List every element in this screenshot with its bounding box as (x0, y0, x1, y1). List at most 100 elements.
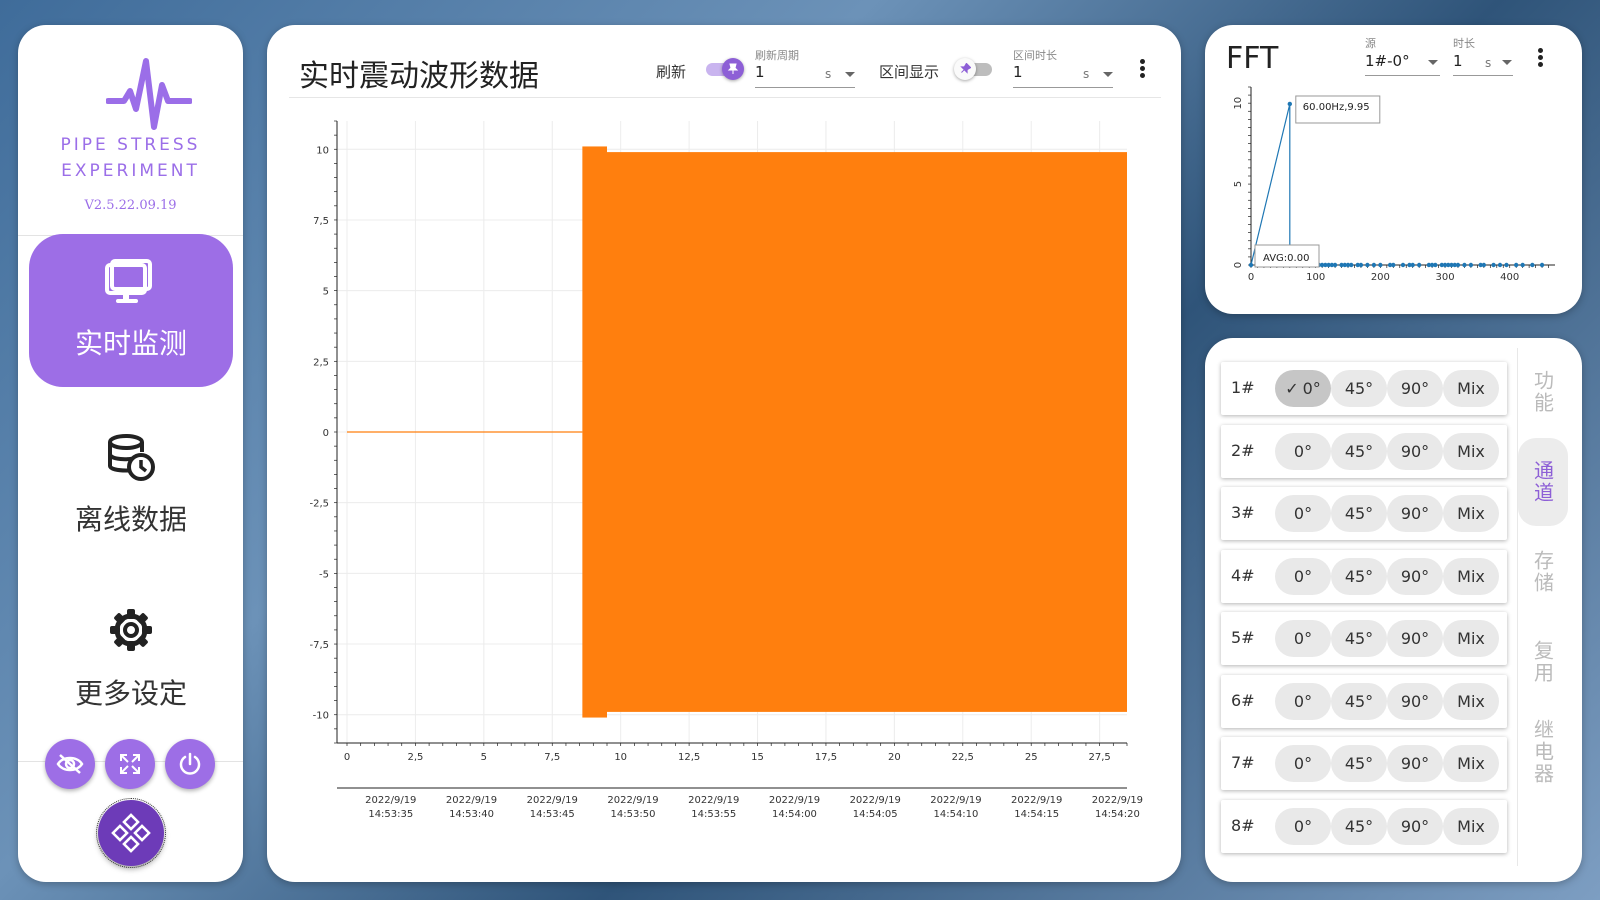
chevron-down-icon[interactable] (1428, 60, 1438, 65)
channel-option-chip[interactable]: Mix (1443, 495, 1499, 532)
channel-option-chip[interactable]: 90° (1387, 620, 1443, 657)
channel-option-chip[interactable]: 0° (1275, 620, 1331, 657)
power-button[interactable] (165, 739, 215, 789)
channel-label: 7# (1231, 753, 1255, 772)
fft-more-menu-icon[interactable] (1537, 47, 1543, 69)
controller-button[interactable] (96, 798, 166, 868)
channel-option-chip[interactable]: ✓ 0° (1275, 370, 1331, 407)
channel-option-chip[interactable]: 90° (1387, 557, 1443, 595)
side-tab[interactable]: 通道 (1518, 438, 1568, 526)
time-axis-date: 2022/9/19 (930, 795, 981, 806)
fft-duration-input[interactable]: 1 (1453, 52, 1463, 70)
channel-option-chip[interactable]: 0° (1275, 682, 1331, 720)
fft-point (1539, 262, 1545, 268)
database-clock-icon (29, 432, 233, 486)
channel-option-chip[interactable]: 0° (1275, 745, 1331, 782)
x-tick-label: 15 (751, 752, 764, 763)
channel-row: 3# 0° 45° 90° Mix (1221, 487, 1507, 540)
chip-label: 45° (1344, 379, 1374, 398)
nav-more-settings[interactable]: 更多设定 (29, 584, 233, 737)
channel-option-chip[interactable]: Mix (1443, 620, 1499, 657)
channel-option-chip[interactable]: Mix (1443, 682, 1499, 720)
channel-option-chip[interactable]: 45° (1331, 620, 1387, 657)
channel-option-chip[interactable]: 45° (1331, 370, 1387, 407)
period-input[interactable]: 1 (755, 63, 765, 81)
period-caption: 刷新周期 (755, 49, 799, 62)
channel-option-chip[interactable]: Mix (1443, 807, 1499, 845)
channel-option-chip[interactable]: Mix (1443, 745, 1499, 782)
chevron-down-icon[interactable] (1502, 60, 1512, 65)
channel-option-chip[interactable]: Mix (1443, 432, 1499, 470)
chevron-down-icon[interactable] (845, 72, 855, 77)
channel-option-chip[interactable]: 0° (1275, 807, 1331, 845)
fft-point (1365, 262, 1370, 268)
chip-label: 90° (1400, 379, 1430, 398)
brand-line-1: PIPE STRESS (60, 135, 201, 155)
time-axis-time: 14:54:05 (853, 809, 898, 820)
range-toggle[interactable] (954, 58, 994, 80)
fullscreen-button[interactable] (105, 739, 155, 789)
channel-option-chip[interactable]: 90° (1387, 745, 1443, 782)
y-tick-label: -10 (313, 711, 329, 722)
side-tab[interactable]: 功能 (1518, 348, 1568, 436)
channel-label: 4# (1231, 565, 1255, 585)
channel-option-chip[interactable]: 45° (1331, 432, 1387, 470)
fft-point (1468, 262, 1474, 268)
channel-option-chip[interactable]: 45° (1331, 807, 1387, 845)
time-axis-time: 14:53:55 (691, 809, 736, 820)
brand-line-2: EXPERIMENT (61, 161, 200, 181)
channel-option-chip[interactable]: 45° (1331, 557, 1387, 595)
y-tick-label: 7,5 (313, 216, 329, 227)
time-axis-time: 14:54:00 (772, 809, 817, 820)
period-underline (755, 87, 855, 88)
side-tab[interactable]: 存储 (1518, 528, 1568, 616)
channel-option-chip[interactable]: 90° (1387, 495, 1443, 532)
fft-x-tick-label: 0 (1248, 272, 1254, 283)
fft-source-select[interactable]: 1#-0° (1365, 52, 1410, 70)
period-unit[interactable]: s (825, 67, 832, 81)
check-icon: ✓ (1285, 379, 1299, 398)
fft-point (1449, 262, 1454, 268)
waveform-chart: 10 7,5 5 2,5 0 -2,5 -5 -7,5 -10 0 2,5 5 7,5 10 12,5 15 1… (309, 120, 1143, 820)
channel-option-chip[interactable]: 90° (1387, 682, 1443, 720)
eye-off-icon (56, 754, 84, 774)
channel-option-chip[interactable]: 90° (1387, 807, 1443, 845)
time-axis-date: 2022/9/19 (769, 795, 820, 806)
channel-option-chip[interactable]: 90° (1387, 370, 1443, 407)
nav-offline-data[interactable]: 离线数据 (29, 410, 233, 563)
fft-point (1323, 262, 1328, 268)
chip-label: Mix (1457, 504, 1485, 523)
chevron-down-icon[interactable] (1103, 72, 1113, 77)
fft-point (1478, 262, 1483, 268)
channel-option-chip[interactable]: 45° (1331, 682, 1387, 720)
duration-unit[interactable]: s (1083, 67, 1090, 81)
fft-duration-unit[interactable]: s (1485, 56, 1492, 70)
channel-label: 3# (1231, 503, 1255, 522)
fft-point (1329, 262, 1335, 268)
channel-option-chip[interactable]: 0° (1275, 495, 1331, 532)
channel-option-chip[interactable]: 0° (1275, 557, 1331, 595)
channel-option-chip[interactable]: Mix (1443, 557, 1499, 595)
fft-point (1407, 262, 1412, 268)
fft-point (1416, 262, 1422, 268)
fft-point (1349, 262, 1354, 268)
more-menu-icon[interactable] (1139, 58, 1145, 80)
channel-option-chip[interactable]: 45° (1331, 745, 1387, 782)
hide-button[interactable] (45, 739, 95, 789)
fft-avg-tooltip (1254, 244, 1320, 268)
chip-label: Mix (1457, 629, 1485, 648)
chip-label: Mix (1457, 816, 1485, 836)
side-tab[interactable]: 继电器 (1518, 708, 1568, 796)
channel-option-chip[interactable]: 0° (1275, 432, 1331, 470)
channel-option-chip[interactable]: 45° (1331, 495, 1387, 532)
channel-row: 7# 0° 45° 90° Mix (1221, 737, 1507, 790)
nav-realtime-monitor[interactable]: 实时监测 (29, 234, 233, 387)
refresh-toggle[interactable] (704, 58, 744, 80)
duration-input[interactable]: 1 (1013, 63, 1023, 81)
side-tab[interactable]: 复用 (1518, 618, 1568, 706)
channel-option-chip[interactable]: 90° (1387, 432, 1443, 470)
chip-label: 0° (1302, 379, 1321, 398)
channel-option-chip[interactable]: Mix (1443, 370, 1499, 407)
gear-icon (29, 606, 233, 660)
